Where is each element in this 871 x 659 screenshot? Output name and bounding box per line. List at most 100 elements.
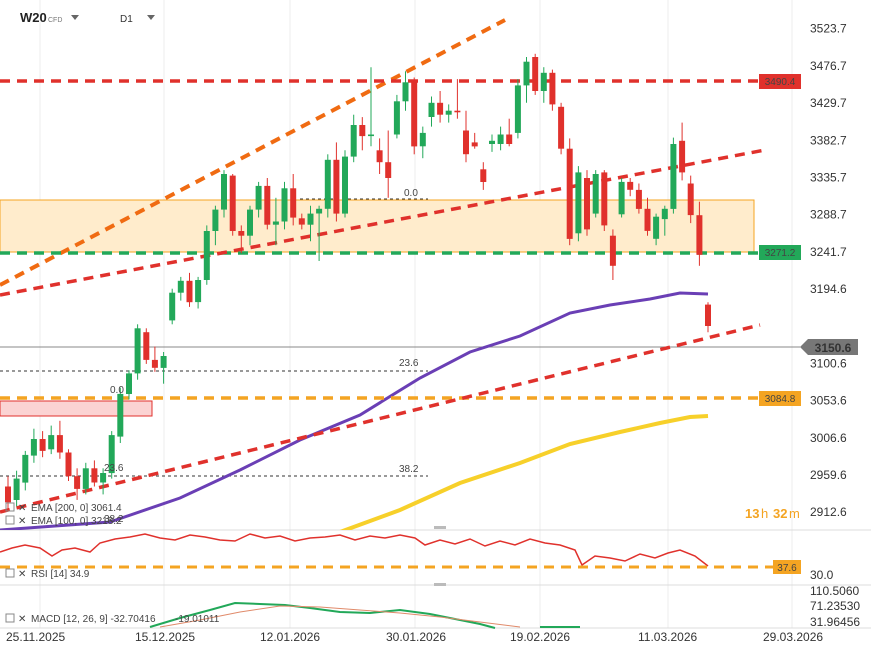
macd-axis-tick-1: 71.23530	[810, 599, 860, 613]
fib-label-left-zero: 0.0	[110, 385, 124, 396]
candle	[74, 468, 81, 500]
candle	[30, 428, 37, 463]
candle	[670, 137, 677, 214]
candle	[203, 225, 210, 285]
close-icon[interactable]: ✕	[18, 614, 26, 625]
candle-body	[48, 435, 55, 450]
svg-text:32: 32	[773, 506, 787, 521]
candle	[91, 460, 98, 487]
candle-body	[307, 213, 314, 225]
candle-body	[56, 435, 63, 453]
candle	[39, 431, 46, 458]
candle	[324, 154, 331, 218]
ema100-toggle-icon[interactable]	[5, 515, 15, 525]
candle	[82, 462, 89, 495]
symbol-dropdown-chevron-down-icon[interactable]	[71, 15, 79, 20]
macd-signal-value: -19.01011	[175, 614, 220, 625]
candle-body	[333, 159, 340, 214]
candle	[506, 118, 513, 147]
candle-countdown: 13 h 32 m	[745, 506, 800, 521]
candle-body	[635, 189, 642, 209]
resistance-badge-text: 3490.4	[765, 77, 796, 88]
candle	[480, 162, 487, 190]
candle	[644, 197, 651, 236]
rsi-axis-bottom: 30.0	[810, 568, 834, 582]
candle-body	[143, 332, 150, 360]
candle-body	[126, 373, 132, 394]
candle	[592, 170, 599, 218]
candle	[428, 96, 435, 127]
candle	[376, 138, 383, 174]
candle	[169, 288, 176, 325]
candle-body	[592, 174, 599, 214]
candle-body	[558, 106, 565, 149]
close-icon[interactable]: ✕	[18, 503, 26, 514]
candle	[186, 272, 193, 307]
candle	[368, 67, 374, 147]
candle-body	[281, 188, 288, 222]
candle-body	[566, 148, 573, 239]
price-tick-3: 3382.7	[810, 133, 847, 147]
candle	[575, 166, 582, 242]
candle-body	[359, 125, 366, 137]
candle	[393, 94, 400, 139]
close-icon[interactable]: ✕	[18, 569, 26, 580]
candle	[212, 205, 219, 246]
candle-body	[342, 156, 348, 214]
fib-support-badge-text: 3084.8	[765, 394, 796, 405]
candle-body	[644, 208, 651, 231]
macd-legend[interactable]: ✕ MACD [12, 26, 9] -32.70416 -19.01011	[5, 613, 220, 625]
candle-body	[22, 454, 29, 483]
timeframe-label[interactable]: D1	[120, 14, 133, 25]
macd-toggle-icon[interactable]	[5, 613, 15, 623]
support-badge-text: 3271.2	[765, 248, 796, 259]
ema200-line	[339, 414, 709, 530]
candle-body	[687, 183, 694, 216]
timeframe-chevron-down-icon[interactable]	[147, 15, 155, 20]
ema100-line	[0, 291, 709, 530]
candle	[126, 370, 132, 400]
candle	[454, 79, 461, 119]
candle-body	[575, 172, 582, 234]
candle	[411, 77, 418, 155]
candle-body	[549, 72, 556, 105]
candle-body	[74, 476, 81, 489]
support-price-badge: 3271.2	[759, 245, 801, 260]
rsi-legend-label: RSI [14] 34.9	[31, 569, 90, 580]
rsi-toggle-icon[interactable]	[5, 568, 15, 578]
price-tick-4: 3335.7	[810, 170, 847, 184]
candle	[298, 213, 305, 230]
price-tick-6: 3241.7	[810, 245, 847, 259]
close-icon[interactable]: ✕	[18, 516, 26, 527]
candle-body	[82, 468, 89, 489]
ema100-legend[interactable]: ✕ EMA [100, 0] 3218.2	[5, 515, 122, 527]
candle-body	[705, 304, 711, 326]
candle	[272, 197, 279, 246]
ema200-legend[interactable]: ✕ EMA [200, 0] 3061.4	[5, 502, 122, 514]
pane-resize-handle[interactable]	[434, 583, 446, 586]
candle	[22, 450, 29, 491]
price-tick-2: 3429.7	[810, 96, 847, 110]
candle	[497, 126, 504, 151]
price-tick-0: 3523.7	[810, 22, 847, 36]
candle	[316, 205, 323, 261]
price-tick-5: 3288.7	[810, 208, 847, 222]
candle	[65, 449, 72, 481]
candle	[523, 57, 530, 103]
fib-label-upper-zero: 0.0	[404, 188, 418, 199]
candle	[229, 174, 236, 236]
rsi-legend[interactable]: ✕ RSI [14] 34.9	[5, 568, 90, 580]
pane-resize-handle-2[interactable]	[434, 526, 446, 529]
candle-body	[108, 435, 115, 474]
candle-body	[454, 110, 461, 113]
symbol-name[interactable]: W20	[20, 10, 47, 25]
date-tick-0: 25.11.2025	[6, 630, 65, 644]
candle-body	[134, 328, 141, 374]
ema200-toggle-icon[interactable]	[5, 502, 15, 512]
candle-body	[229, 175, 236, 231]
svg-text:m: m	[789, 506, 800, 521]
candle-body	[39, 439, 46, 451]
candle	[385, 130, 392, 198]
candle	[705, 302, 711, 333]
